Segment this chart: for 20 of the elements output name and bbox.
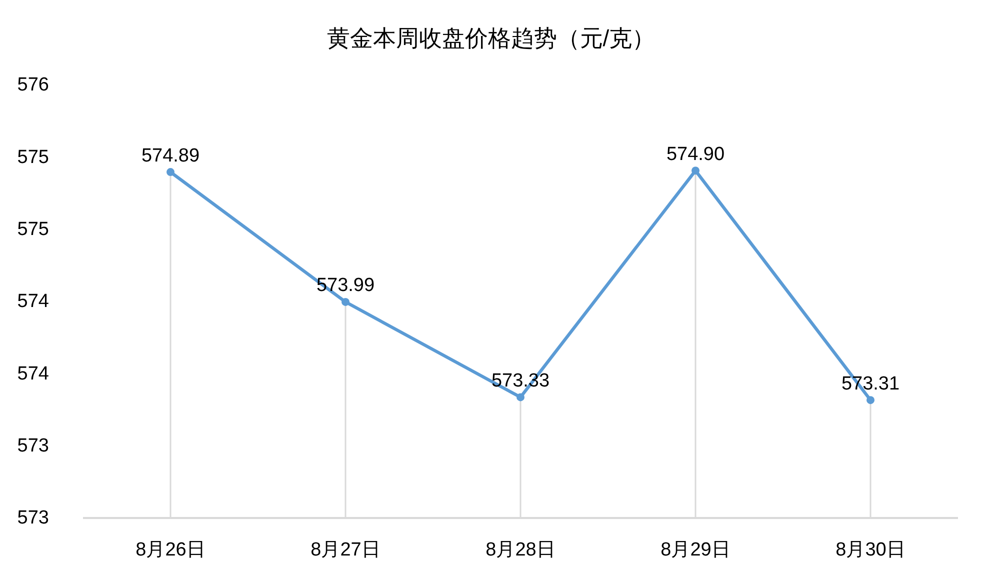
y-tick-label: 573: [17, 435, 49, 456]
y-tick-label: 575: [17, 218, 49, 240]
y-tick-label: 573: [17, 508, 49, 529]
data-label: 574.90: [666, 144, 725, 165]
point: [866, 396, 874, 404]
x-tick-label: 8月30日: [836, 540, 906, 561]
point: [342, 298, 350, 306]
point: [692, 166, 700, 175]
y-tick-label: 574: [17, 291, 50, 312]
x-tick-label: 8月26日: [136, 540, 206, 561]
point: [516, 393, 524, 402]
x-tick-label: 8月29日: [660, 540, 730, 561]
y-tick-label: 576: [17, 74, 49, 96]
y-tick-label: 574: [17, 363, 50, 384]
point: [166, 168, 174, 176]
y-tick-label: 575: [17, 146, 49, 168]
data-label: 574.89: [141, 145, 200, 166]
x-tick-label: 8月28日: [486, 540, 556, 561]
x-tick-label: 8月27日: [310, 540, 380, 561]
chart-title: 黄金本周收盘价格趋势（元/克）: [326, 24, 656, 51]
